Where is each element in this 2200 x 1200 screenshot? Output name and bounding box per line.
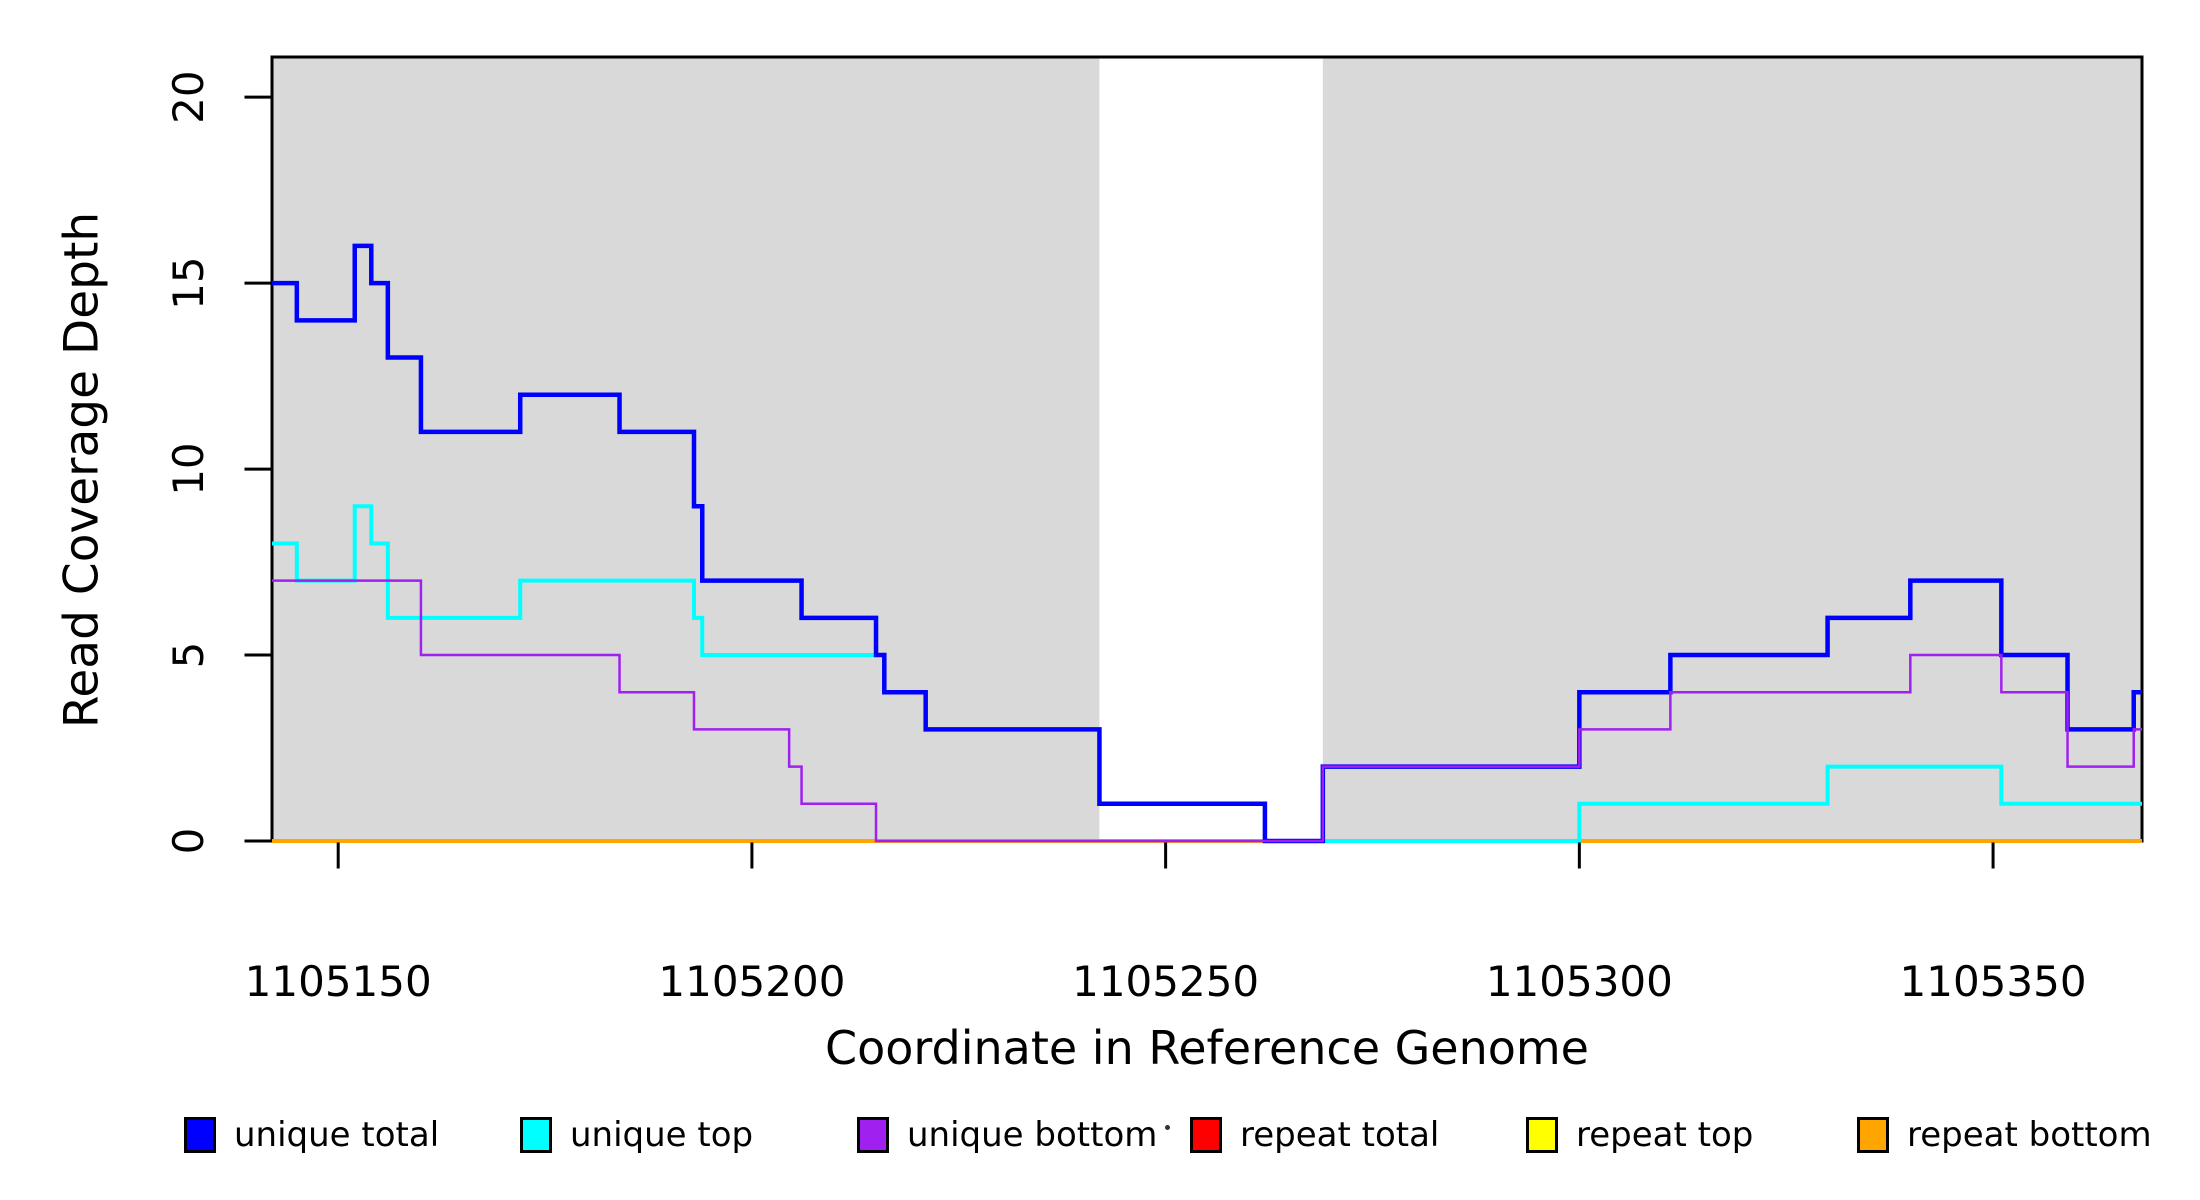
x-tick-label: 1105250 xyxy=(1072,957,1259,1006)
x-tick-label: 1105350 xyxy=(1900,957,2087,1006)
y-tick-label: 5 xyxy=(164,642,213,669)
x-tick-label: 1105150 xyxy=(245,957,432,1006)
legend-stray-dot xyxy=(1165,1125,1170,1130)
y-tick-label: 15 xyxy=(164,256,213,309)
y-tick-label: 0 xyxy=(164,828,213,855)
x-tick-label: 1105200 xyxy=(658,957,845,1006)
y-axis-title: Read Coverage Depth xyxy=(54,211,110,729)
shaded-region xyxy=(1322,57,2142,841)
series-unique-total xyxy=(272,243,2142,844)
series-unique-bottom xyxy=(272,579,2142,843)
series-unique-top xyxy=(272,504,2142,843)
x-axis-title: Coordinate in Reference Genome xyxy=(825,1021,1589,1075)
shaded-region xyxy=(272,57,1100,841)
y-tick-label: 10 xyxy=(164,442,213,495)
x-tick-label: 1105300 xyxy=(1486,957,1673,1006)
y-tick-label: 20 xyxy=(164,70,213,123)
